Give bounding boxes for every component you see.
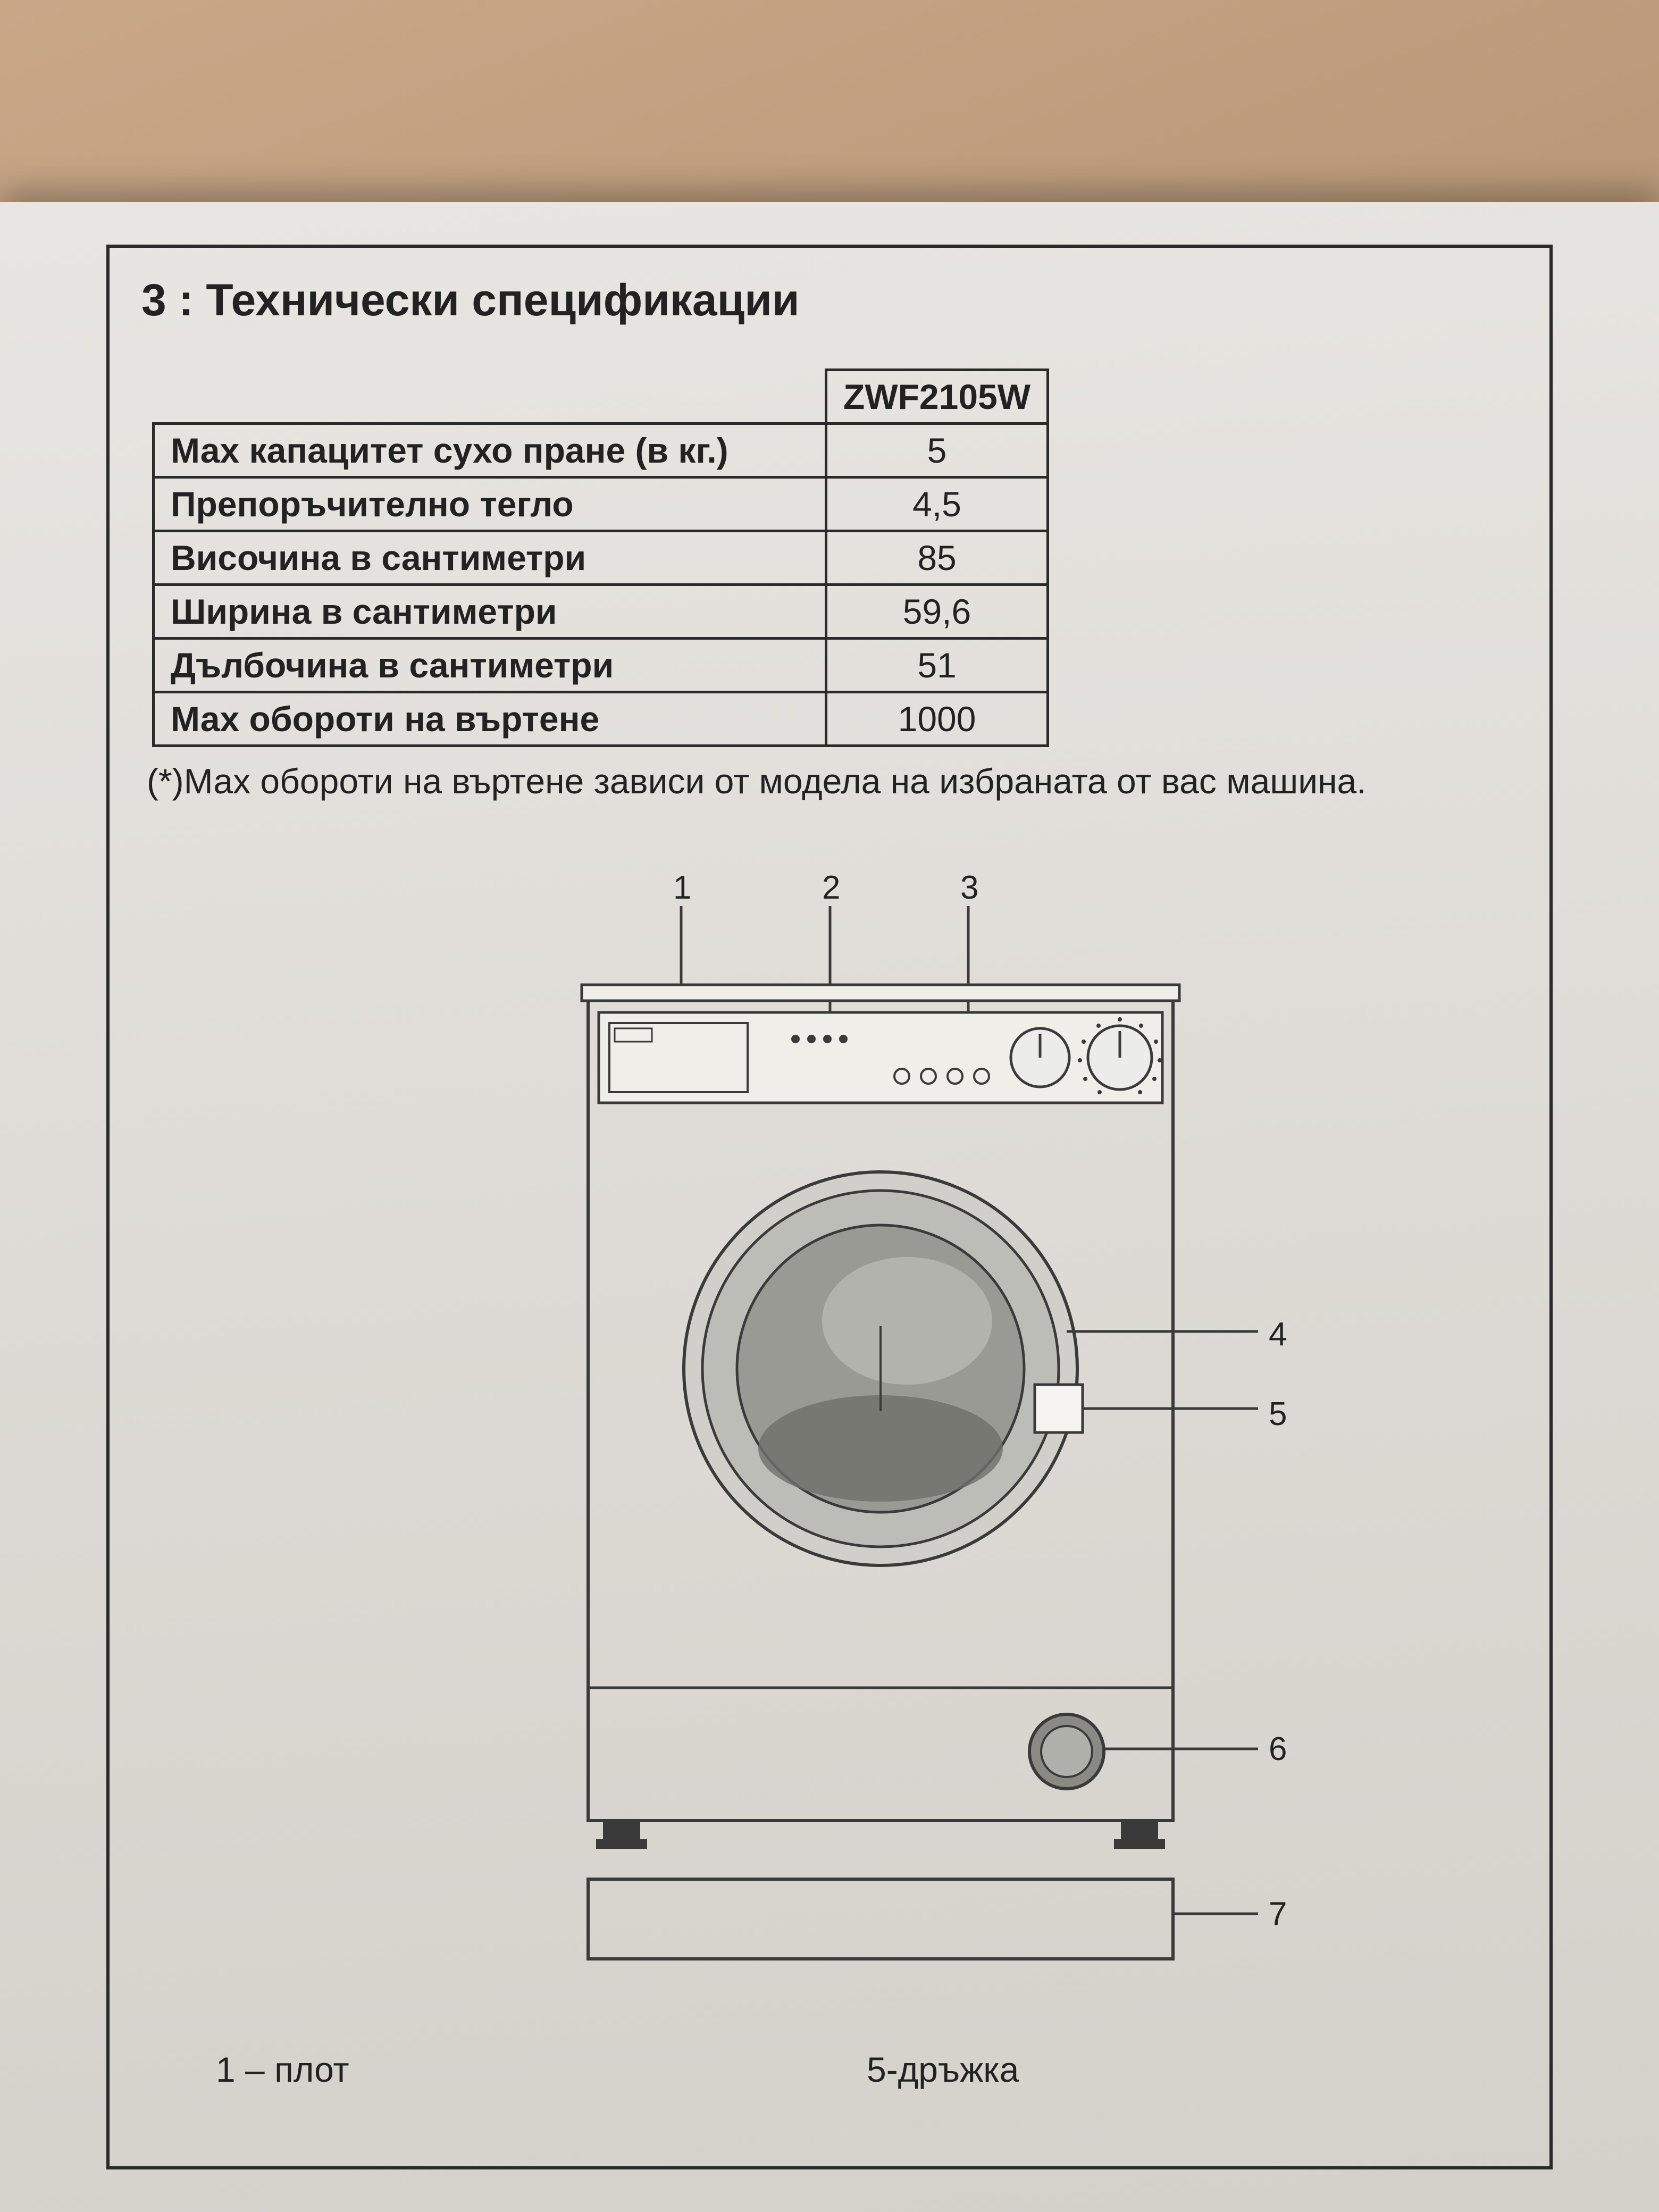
content-frame: 3 : Технически спецификации ZWF2105W Мах… xyxy=(106,245,1553,2169)
spec-table: ZWF2105W Мах капацитет сухо пране (в кг.… xyxy=(152,368,1049,747)
table-row: Дълбочина в сантиметри 51 xyxy=(154,639,1048,692)
spec-value: 59,6 xyxy=(826,585,1048,639)
washing-machine-diagram: 1 2 3 4 5 6 7 xyxy=(141,869,1518,2039)
spec-value: 1000 xyxy=(826,692,1048,746)
table-row: Височина в сантиметри 85 xyxy=(154,531,1048,585)
table-row: Ширина в сантиметри 59,6 xyxy=(154,585,1048,639)
section-title: 3 : Технически спецификации xyxy=(141,274,1518,326)
spec-label: Мах капацитет сухо пране (в кг.) xyxy=(154,424,826,477)
washing-machine-svg xyxy=(141,869,1524,2039)
legend-row: 1 – плот 5-дръжка xyxy=(141,2049,1518,2090)
legend-item-1: 1 – плот xyxy=(141,2049,867,2090)
spec-value: 51 xyxy=(826,639,1048,692)
spec-label: Препоръчително тегло xyxy=(154,477,826,531)
spec-value: 4,5 xyxy=(826,477,1048,531)
spec-value: 5 xyxy=(826,424,1048,477)
model-header-cell: ZWF2105W xyxy=(826,370,1048,424)
table-row: Препоръчително тегло 4,5 xyxy=(154,477,1048,531)
legend-item-5: 5-дръжка xyxy=(867,2049,1518,2090)
spec-label: Височина в сантиметри xyxy=(154,531,826,585)
empty-cell xyxy=(154,370,826,424)
paper-sheet: 3 : Технически спецификации ZWF2105W Мах… xyxy=(0,202,1659,2212)
spec-value: 85 xyxy=(826,531,1048,585)
table-row: Мах обороти на въртене 1000 xyxy=(154,692,1048,746)
footnote-text: (*)Мах обороти на въртене зависи от моде… xyxy=(147,758,1518,805)
spec-label: Мах обороти на въртене xyxy=(154,692,826,746)
table-row: ZWF2105W xyxy=(154,370,1048,424)
spec-label: Ширина в сантиметри xyxy=(154,585,826,639)
photo-background: 3 : Технически спецификации ZWF2105W Мах… xyxy=(0,0,1659,2212)
spec-label: Дълбочина в сантиметри xyxy=(154,639,826,692)
table-row: Мах капацитет сухо пране (в кг.) 5 xyxy=(154,424,1048,477)
